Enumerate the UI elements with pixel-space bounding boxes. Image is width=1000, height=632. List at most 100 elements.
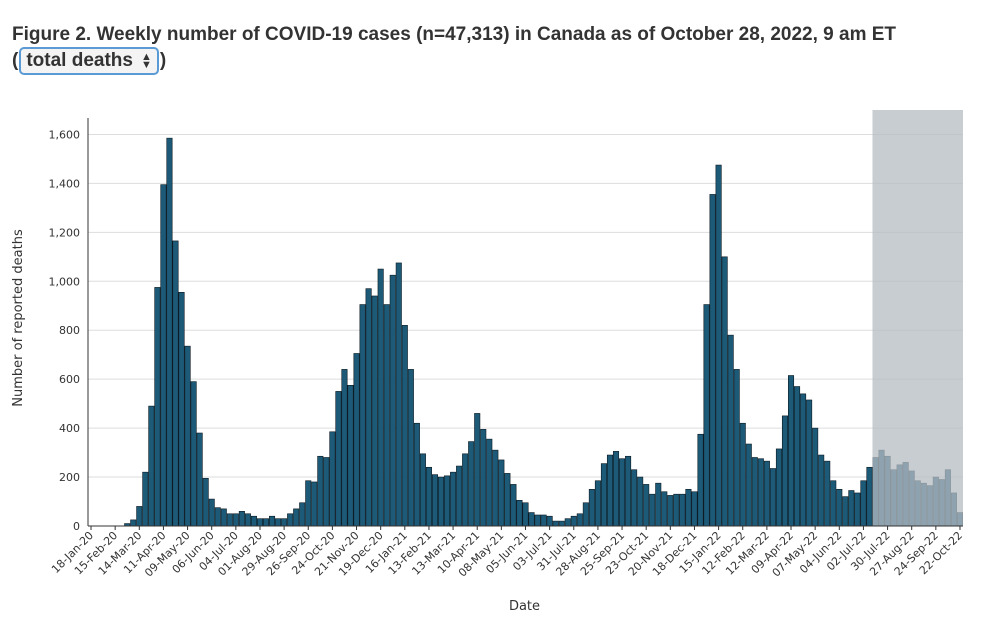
bar [190, 381, 197, 527]
bar [287, 513, 294, 527]
bar [733, 369, 740, 527]
bar [504, 473, 511, 527]
x-tick-label: 19-Dec-20 [336, 529, 386, 579]
bar [818, 454, 825, 527]
bar [395, 262, 402, 527]
bar [751, 457, 758, 527]
bar [594, 480, 601, 527]
x-tick-label: 09-May-20 [142, 529, 193, 580]
bar [854, 492, 861, 527]
bar [582, 502, 589, 527]
bar [178, 292, 185, 527]
bar [703, 304, 710, 527]
x-tick-label: 27-Aug-22 [867, 529, 917, 579]
bar [794, 386, 801, 527]
x-tick-label: 30-Jul-22 [848, 529, 892, 573]
bar [359, 304, 366, 527]
bar [890, 469, 897, 527]
bar [932, 476, 939, 527]
bar [293, 508, 300, 527]
bar [311, 481, 318, 527]
bar [383, 304, 390, 527]
bar [570, 515, 577, 527]
bar [564, 518, 571, 527]
x-tick-label: 22-Oct-22 [917, 529, 965, 577]
bar [437, 476, 445, 527]
bar [631, 469, 638, 527]
bar [691, 491, 698, 527]
x-tick-label: 11-Apr-20 [121, 529, 168, 576]
x-tick-label: 16-Jan-21 [363, 529, 410, 576]
bar [697, 433, 704, 527]
bar [480, 429, 487, 527]
bar [812, 427, 819, 527]
bar [160, 184, 167, 527]
x-tick-label: 24-Sep-22 [892, 529, 941, 578]
bar [136, 506, 143, 527]
x-tick-label: 13-Feb-21 [386, 529, 434, 577]
bar [142, 471, 149, 527]
bar [830, 480, 837, 527]
bar [800, 393, 807, 527]
bar [172, 240, 179, 527]
bar [872, 457, 879, 527]
bar [299, 502, 306, 527]
bar [661, 491, 668, 527]
bar [944, 469, 951, 527]
bar [878, 449, 885, 527]
x-tick-label: 09-Apr-22 [749, 529, 796, 576]
bar [709, 194, 716, 527]
bar [637, 476, 644, 527]
y-tick-label: 1,000 [49, 275, 81, 288]
x-tick-label: 26-Sep-20 [264, 529, 313, 578]
x-tick-label: 28-Aug-21 [553, 529, 603, 579]
select-value: total deaths [26, 50, 133, 71]
bar [914, 480, 921, 527]
metric-select[interactable]: total deaths ▲ ▼ [19, 47, 159, 75]
bar [920, 482, 927, 527]
bar [323, 457, 330, 527]
bar [462, 453, 469, 527]
bar [806, 399, 813, 527]
x-tick-label: 14-Mar-20 [96, 529, 145, 578]
bar [576, 513, 583, 527]
bar [419, 453, 426, 527]
x-tick-label: 02-Jul-22 [824, 529, 868, 573]
bar [673, 493, 680, 527]
bar [317, 455, 324, 527]
y-tick-label: 600 [59, 373, 80, 386]
bar [407, 369, 414, 527]
bar [377, 268, 384, 527]
bar [769, 468, 776, 527]
bar [341, 369, 348, 527]
x-tick-label: 10-Apr-21 [435, 529, 482, 576]
bar [558, 520, 565, 527]
y-axis-title: Number of reported deaths [11, 229, 26, 407]
bar [256, 518, 263, 527]
y-tick-label: 1,600 [49, 128, 81, 141]
x-tick-label: 23-Oct-21 [603, 529, 651, 577]
bar [739, 422, 746, 527]
x-tick-label: 25-Sep-21 [578, 529, 627, 578]
bar [425, 466, 432, 527]
bar [130, 519, 137, 527]
bar [492, 449, 499, 527]
y-tick-label: 1,400 [49, 177, 81, 190]
bar [431, 474, 438, 527]
y-tick-label: 1,200 [49, 226, 81, 239]
x-tick-label: 05-Jun-21 [483, 529, 530, 576]
bar [401, 325, 408, 527]
bar [486, 438, 493, 527]
x-tick-label: 04-Jul-20 [197, 529, 241, 573]
paren-close: ) [159, 50, 167, 71]
bar [745, 443, 752, 527]
bar [220, 508, 227, 527]
bar [305, 480, 312, 527]
figure-title: Figure 2. Weekly number of COVID-19 case… [12, 24, 897, 45]
bar [824, 460, 831, 527]
bar [727, 334, 734, 527]
x-tick-label: 01-Aug-20 [215, 529, 265, 579]
x-tick-label: 31-Jul-21 [534, 529, 578, 573]
